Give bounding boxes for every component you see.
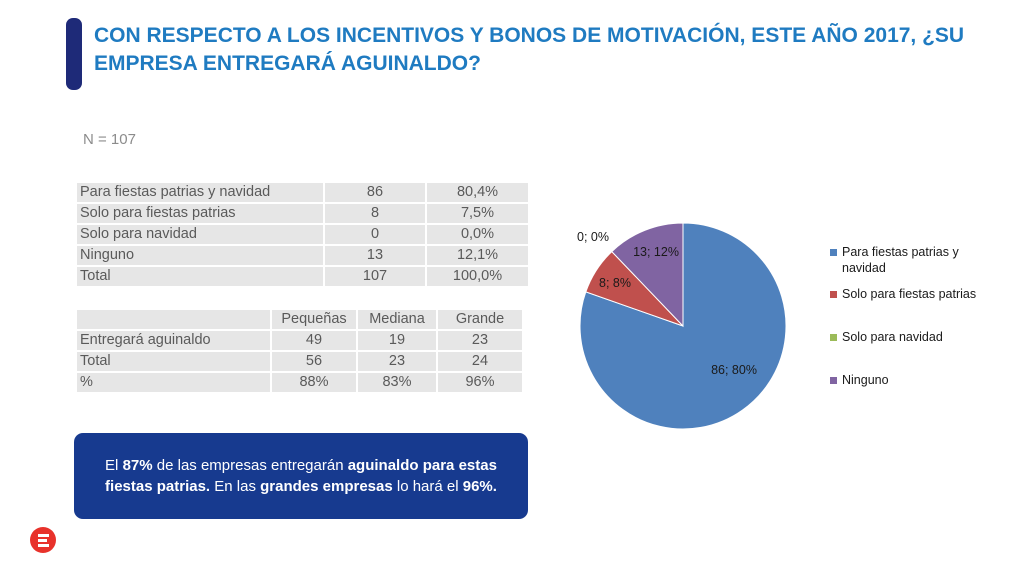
table-cell: 7,5% bbox=[427, 204, 528, 223]
table-cell: 0 bbox=[325, 225, 425, 244]
legend-swatch bbox=[830, 291, 837, 298]
pie-data-label: 8; 8% bbox=[599, 276, 631, 290]
table-row: Para fiestas patrias y navidad 86 80,4% bbox=[77, 183, 528, 202]
table-cell: 80,4% bbox=[427, 183, 528, 202]
table-header-cell: Grande bbox=[438, 310, 522, 329]
pie-data-label: 13; 12% bbox=[633, 245, 679, 259]
table-cell: 107 bbox=[325, 267, 425, 286]
table-row: Solo para navidad 0 0,0% bbox=[77, 225, 528, 244]
table-cell: Total bbox=[77, 267, 323, 286]
table-header-cell bbox=[77, 310, 270, 329]
legend-label: Para fiestas patrias y navidad bbox=[842, 245, 959, 275]
legend-item: Solo para navidad bbox=[830, 329, 992, 372]
table-cell: % bbox=[77, 373, 270, 392]
callout-text: El 87% de las empresas entregarán aguina… bbox=[101, 455, 501, 497]
table-cell: 88% bbox=[272, 373, 356, 392]
table-cell: 100,0% bbox=[427, 267, 528, 286]
legend-label: Solo para navidad bbox=[842, 330, 943, 344]
legend-item: Solo para fiestas patrias bbox=[830, 286, 992, 329]
chart-legend: Para fiestas patrias y navidad Solo para… bbox=[830, 244, 992, 388]
callout-text-part: de las empresas entregarán bbox=[152, 457, 348, 474]
table-cell: 23 bbox=[358, 352, 436, 371]
table-header-cell: Pequeñas bbox=[272, 310, 356, 329]
table-cell: Ninguno bbox=[77, 246, 323, 265]
callout-text-part: lo hará el bbox=[392, 478, 463, 495]
table-cell: 86 bbox=[325, 183, 425, 202]
company-size-table: Pequeñas Mediana Grande Entregará aguina… bbox=[75, 308, 524, 394]
summary-table: Para fiestas patrias y navidad 86 80,4% … bbox=[75, 181, 530, 288]
table-header-cell: Mediana bbox=[358, 310, 436, 329]
legend-label: Solo para fiestas patrias bbox=[842, 287, 977, 301]
legend-item: Para fiestas patrias y navidad bbox=[830, 244, 992, 286]
pie-data-label: 0; 0% bbox=[577, 230, 609, 244]
table-cell: 56 bbox=[272, 352, 356, 371]
pie-data-label: 86; 80% bbox=[711, 363, 757, 377]
table-cell: 12,1% bbox=[427, 246, 528, 265]
table-cell: Solo para navidad bbox=[77, 225, 323, 244]
table-cell: 8 bbox=[325, 204, 425, 223]
table-cell: Entregará aguinaldo bbox=[77, 331, 270, 350]
callout-highlight: grandes empresas bbox=[260, 478, 393, 495]
table-row: Solo para fiestas patrias 8 7,5% bbox=[77, 204, 528, 223]
table-cell: 96% bbox=[438, 373, 522, 392]
table-row: Total 56 23 24 bbox=[77, 352, 522, 371]
conclusion-callout: El 87% de las empresas entregarán aguina… bbox=[74, 433, 528, 519]
title-accent-bar bbox=[66, 18, 82, 90]
table-row: Entregará aguinaldo 49 19 23 bbox=[77, 331, 522, 350]
table-row: % 88% 83% 96% bbox=[77, 373, 522, 392]
pie-slice bbox=[579, 222, 787, 430]
table-row: Total 107 100,0% bbox=[77, 267, 528, 286]
callout-text-part: En las bbox=[210, 478, 261, 495]
company-logo bbox=[30, 527, 56, 553]
legend-label: Ninguno bbox=[842, 373, 889, 387]
table-cell: Total bbox=[77, 352, 270, 371]
table-cell: 83% bbox=[358, 373, 436, 392]
page-title: CON RESPECTO A LOS INCENTIVOS Y BONOS DE… bbox=[94, 24, 965, 75]
legend-item: Ninguno bbox=[830, 372, 992, 388]
table-header-row: Pequeñas Mediana Grande bbox=[77, 310, 522, 329]
legend-swatch bbox=[830, 377, 837, 384]
table-cell: 24 bbox=[438, 352, 522, 371]
table-row: Ninguno 13 12,1% bbox=[77, 246, 528, 265]
table-cell: 23 bbox=[438, 331, 522, 350]
pie-chart: 86; 80% 8; 8% 0; 0% 13; 12% bbox=[577, 222, 787, 430]
table-cell: 49 bbox=[272, 331, 356, 350]
table-cell: 19 bbox=[358, 331, 436, 350]
legend-swatch bbox=[830, 334, 837, 341]
sample-size-label: N = 107 bbox=[83, 131, 136, 148]
callout-text-part: El bbox=[105, 457, 123, 474]
table-cell: Solo para fiestas patrias bbox=[77, 204, 323, 223]
legend-swatch bbox=[830, 249, 837, 256]
callout-highlight: aguinaldo para estas fiestas patrias. bbox=[105, 457, 497, 495]
table-cell: 0,0% bbox=[427, 225, 528, 244]
callout-highlight: 96%. bbox=[462, 478, 497, 495]
table-cell: 13 bbox=[325, 246, 425, 265]
table-cell: Para fiestas patrias y navidad bbox=[77, 183, 323, 202]
pie-slice bbox=[611, 222, 684, 328]
callout-highlight: 87% bbox=[122, 457, 153, 474]
